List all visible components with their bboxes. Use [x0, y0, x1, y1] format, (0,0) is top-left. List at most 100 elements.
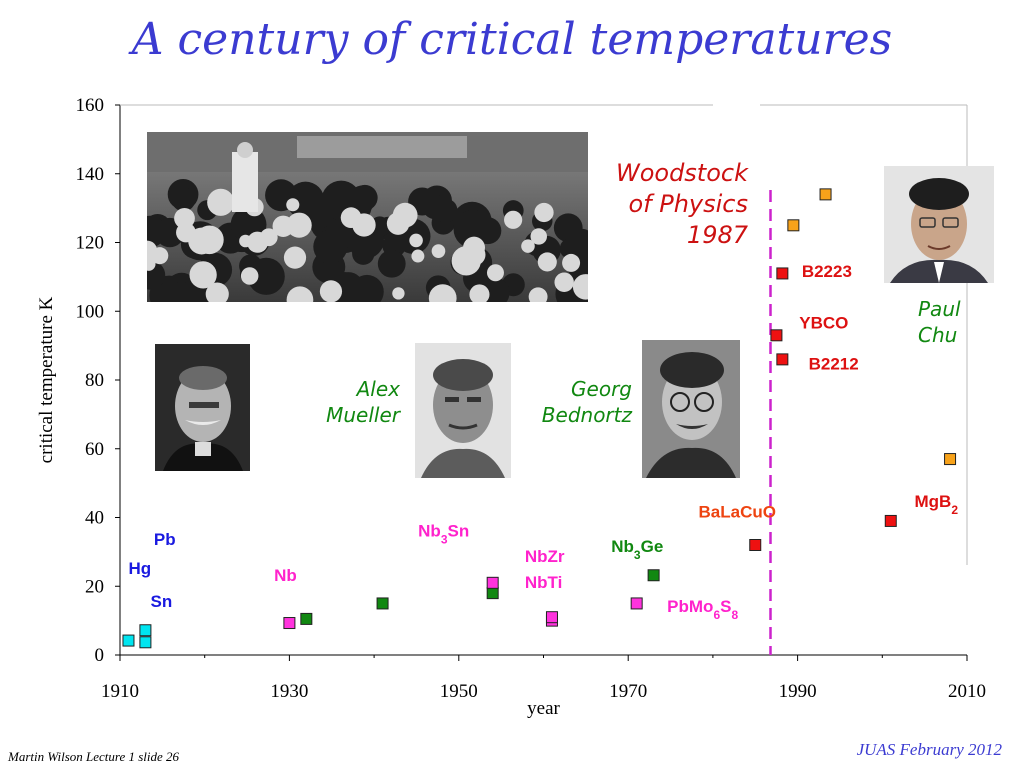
- data-point: [944, 453, 957, 466]
- georg-bednortz-photo: [642, 340, 740, 478]
- crowd-head: [453, 209, 493, 249]
- crowd-head: [559, 238, 581, 259]
- label-mgb2: MgB2: [914, 492, 958, 517]
- crowd-hair: [504, 210, 523, 229]
- crowd-hair: [431, 244, 446, 258]
- data-point: [787, 219, 800, 232]
- data-point: [486, 587, 499, 600]
- label-hg: Hg: [128, 559, 151, 578]
- x-tick-label: 1970: [609, 681, 647, 702]
- woodstock-conference-photo: [147, 132, 588, 302]
- crowd-hair: [486, 264, 504, 282]
- crowd-hair: [147, 257, 156, 271]
- georg-line-2: Bednortz: [541, 403, 632, 427]
- x-tick-label: 1910: [101, 681, 139, 702]
- crowd-hair: [537, 252, 557, 272]
- data-point: [776, 353, 789, 366]
- y-tick-label: 160: [76, 95, 105, 116]
- woodstock-annotation: Woodstock of Physics 1987: [572, 158, 748, 251]
- x-tick-label: 1950: [440, 681, 478, 702]
- crowd-hair: [319, 280, 343, 302]
- kamerlingh-onnes-photo: [155, 344, 250, 471]
- crowd-hair: [469, 284, 490, 302]
- label-b2212: B2212: [809, 355, 859, 374]
- data-point: [545, 611, 558, 624]
- alex-mueller-photo: [415, 343, 511, 478]
- label-pbmo6s8: PbMo6S8: [667, 597, 738, 622]
- crowd-hair: [409, 233, 423, 248]
- crowd-hair: [286, 198, 300, 212]
- y-tick-label: 0: [95, 645, 105, 666]
- data-point: [770, 329, 783, 342]
- crowd-hair: [386, 212, 410, 235]
- woodstock-line-2: of Physics: [628, 190, 748, 218]
- data-point: [884, 514, 897, 527]
- crowd-hair: [392, 287, 405, 300]
- y-tick-label: 120: [76, 233, 105, 254]
- label-nb3ge: Nb3Ge: [611, 537, 663, 562]
- crowd-hair: [189, 261, 217, 289]
- label-nb3sn: Nb3Sn: [418, 521, 469, 546]
- crowd-hair: [176, 222, 196, 243]
- crowd-head: [313, 229, 348, 264]
- y-tick-label: 20: [85, 576, 104, 597]
- crowd-hair: [239, 234, 252, 248]
- label-balacuo: BaLaCuO: [699, 503, 776, 522]
- label-sn: Sn: [150, 592, 172, 611]
- crowd-hair: [554, 272, 574, 292]
- crowd-hair: [205, 282, 229, 302]
- alex-line-2: Mueller: [326, 403, 400, 427]
- data-point: [776, 267, 789, 280]
- crowd-head: [377, 249, 406, 278]
- y-tick-label: 100: [76, 301, 105, 322]
- alex-line-1: Alex: [356, 377, 400, 401]
- data-point: [122, 634, 135, 647]
- paul-line-1: Paul: [918, 297, 961, 321]
- crowd-hair: [286, 286, 314, 302]
- crowd-hair: [207, 188, 235, 216]
- data-point: [486, 576, 499, 589]
- data-point: [283, 617, 296, 630]
- crowd-hair: [528, 287, 548, 302]
- label-b2223: B2223: [802, 262, 852, 281]
- woodstock-line-3: 1987: [686, 221, 748, 249]
- label-pb: Pb: [154, 530, 176, 549]
- crowd-hair: [283, 246, 307, 269]
- data-point: [630, 597, 643, 610]
- crowd-hair: [530, 228, 547, 245]
- woodstock-line-1: Woodstock: [615, 159, 748, 187]
- label-nb: Nb: [274, 566, 297, 585]
- y-tick-label: 40: [85, 508, 104, 529]
- x-tick-label: 1990: [779, 681, 817, 702]
- slide-title: A century of critical temperatures: [131, 14, 893, 65]
- crowd-hair: [521, 239, 535, 253]
- crowd-hair: [240, 267, 259, 285]
- crowd-hair: [340, 207, 362, 229]
- label-ybco: YBCO: [799, 313, 848, 332]
- crowd-hair: [534, 202, 554, 223]
- x-tick-label: 2010: [948, 681, 986, 702]
- y-tick-label: 140: [76, 164, 105, 185]
- crowd-hair: [428, 284, 457, 302]
- data-point: [819, 188, 832, 201]
- crowd-hair: [463, 243, 486, 266]
- crowd-head: [247, 257, 285, 295]
- crowd-hair: [572, 274, 588, 300]
- crowd-head: [433, 198, 458, 223]
- label-nbti: NbTi: [525, 573, 562, 592]
- y-axis-label: critical temperature K: [36, 296, 57, 463]
- x-tick-label: 1930: [270, 681, 308, 702]
- paul-chu-photo: [884, 166, 994, 283]
- crowd-hair: [259, 228, 278, 247]
- data-point: [139, 636, 152, 649]
- crowd-hair: [286, 212, 312, 238]
- crowd-hair: [411, 249, 425, 263]
- paul-chu-annotation: Paul Chu: [918, 296, 998, 348]
- alex-mueller-annotation: Alex Mueller: [300, 376, 400, 428]
- crowd-head: [171, 187, 196, 212]
- footer-author: Martin Wilson Lecture 1 slide 26: [8, 749, 180, 764]
- paul-line-2: Chu: [918, 323, 958, 347]
- footer-event: JUAS February 2012: [856, 740, 1002, 759]
